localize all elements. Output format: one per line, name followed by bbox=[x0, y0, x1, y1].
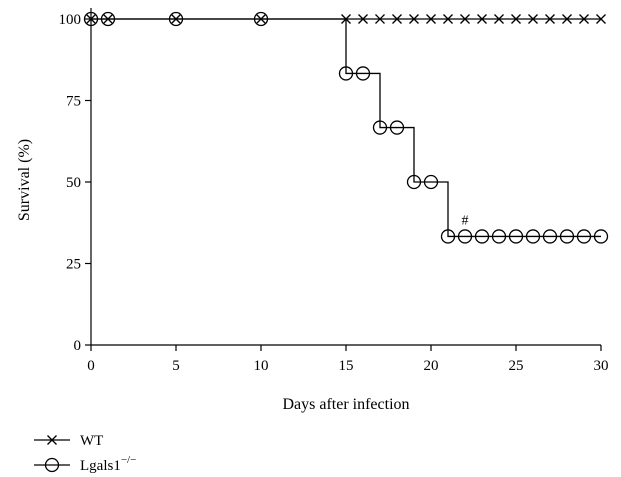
data-point bbox=[389, 120, 405, 135]
data-point bbox=[477, 14, 487, 24]
data-point bbox=[593, 229, 609, 244]
series-wt bbox=[86, 14, 606, 24]
data-point bbox=[423, 174, 439, 190]
legend-marker bbox=[47, 435, 57, 445]
data-point bbox=[372, 120, 388, 135]
data-point bbox=[426, 14, 436, 24]
x-tick-label: 10 bbox=[254, 358, 269, 374]
data-point bbox=[86, 14, 96, 24]
y-ticks: 0 25 50 75 100 bbox=[59, 12, 91, 354]
data-point bbox=[596, 14, 606, 24]
legend-marker bbox=[44, 457, 60, 473]
annotations: # bbox=[462, 213, 469, 228]
data-point bbox=[545, 14, 555, 24]
x-tick-label: 25 bbox=[509, 358, 524, 374]
legend-label: WT bbox=[80, 433, 103, 449]
x-axis-title: Days after infection bbox=[282, 396, 409, 413]
significance-marker: # bbox=[462, 213, 469, 228]
data-point bbox=[358, 14, 368, 24]
legend-label-superscript: −/− bbox=[121, 454, 136, 466]
legend-label: Lgals1−/− bbox=[80, 454, 136, 474]
series-lgals1 bbox=[83, 11, 609, 244]
data-point bbox=[562, 14, 572, 24]
data-point bbox=[559, 229, 575, 244]
y-axis-title: Survival (%) bbox=[16, 139, 33, 221]
data-point bbox=[338, 66, 354, 81]
x-tick-label: 5 bbox=[172, 358, 180, 374]
data-point bbox=[440, 229, 456, 244]
y-tick-label: 100 bbox=[59, 12, 82, 28]
data-point bbox=[355, 66, 371, 81]
data-point bbox=[508, 229, 524, 244]
legend-item: Lgals1−/− bbox=[34, 454, 136, 474]
x-tick-label: 15 bbox=[339, 358, 354, 374]
data-point bbox=[392, 14, 402, 24]
data-point bbox=[171, 14, 181, 24]
x-tick-label: 0 bbox=[87, 358, 95, 374]
y-tick-label: 25 bbox=[66, 257, 81, 273]
series-layer bbox=[83, 11, 609, 244]
y-tick-label: 50 bbox=[66, 175, 81, 191]
data-point bbox=[474, 229, 490, 244]
data-point bbox=[457, 229, 473, 244]
data-point bbox=[491, 229, 507, 244]
data-point bbox=[528, 14, 538, 24]
data-point bbox=[103, 14, 113, 24]
data-point bbox=[409, 14, 419, 24]
series-line bbox=[91, 18, 601, 238]
data-point bbox=[511, 14, 521, 24]
data-point bbox=[494, 14, 504, 24]
legend-item: WT bbox=[34, 433, 103, 449]
x-tick-label: 30 bbox=[594, 358, 609, 374]
data-point bbox=[341, 14, 351, 24]
legend: WT Lgals1−/− bbox=[34, 433, 136, 474]
data-point bbox=[542, 229, 558, 244]
data-point bbox=[579, 14, 589, 24]
data-point bbox=[256, 14, 266, 24]
x-ticks: 0 5 10 15 20 25 30 bbox=[87, 345, 609, 374]
data-point bbox=[375, 14, 385, 24]
data-point bbox=[576, 229, 592, 244]
data-point bbox=[443, 14, 453, 24]
data-point bbox=[406, 174, 422, 190]
y-tick-label: 75 bbox=[66, 94, 81, 110]
y-tick-label: 0 bbox=[74, 338, 82, 354]
x-tick-label: 20 bbox=[424, 358, 439, 374]
data-point bbox=[525, 229, 541, 244]
data-point bbox=[460, 14, 470, 24]
